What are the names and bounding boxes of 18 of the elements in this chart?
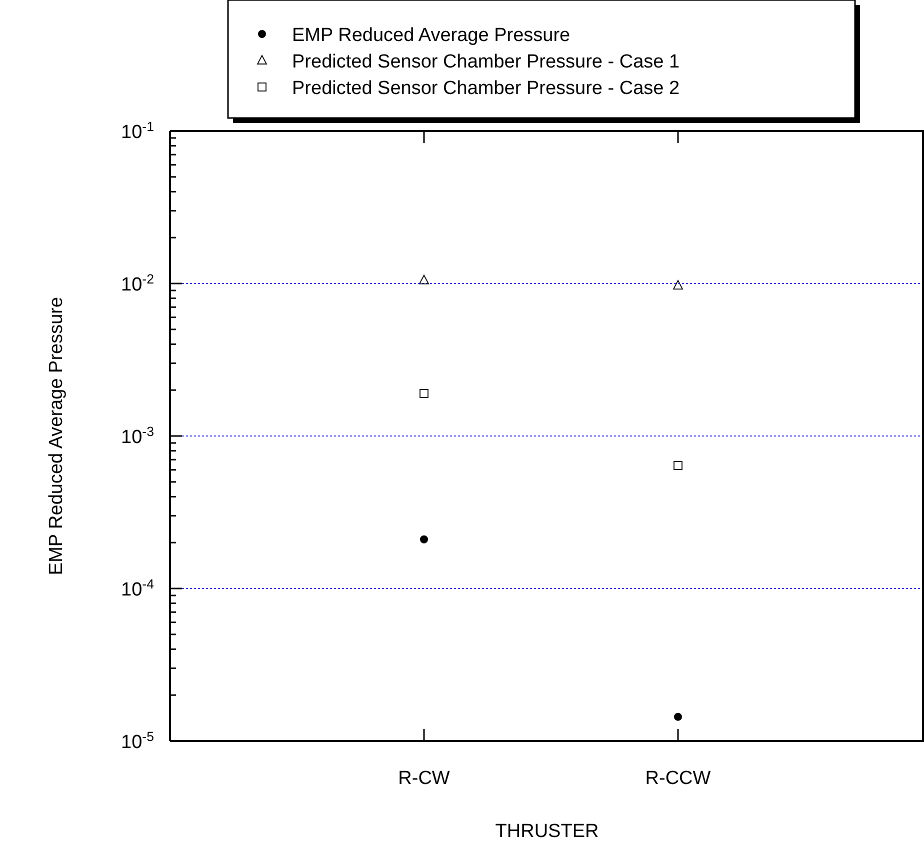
point (420, 389, 428, 398)
point (420, 535, 428, 544)
legend-label: Predicted Sensor Chamber Pressure - Case 1 (292, 52, 680, 72)
legend-label: EMP Reduced Average Pressure (292, 25, 570, 46)
y-tick-label: 10$^{-3}$ (121, 424, 154, 448)
y-tick-label: 10$^{-4}$ (121, 576, 154, 600)
x-axis-title: THRUSTER (495, 821, 599, 842)
x-tick-label: R-CW (398, 768, 450, 789)
y-tick-label: 10$^{-1}$ (121, 118, 154, 143)
x-tick-label: R-CCW (645, 768, 711, 789)
y-tick-label: 10$^{-2}$ (121, 271, 154, 296)
legend-label: Predicted Sensor Chamber Pressure - Case 2 (292, 78, 680, 99)
point (674, 461, 682, 470)
point (674, 712, 682, 721)
point (419, 274, 429, 284)
y-tick-label: 10$^{-5}$ (121, 728, 154, 753)
point (673, 280, 683, 290)
y-axis-title: EMP Reduced Average Pressure (46, 296, 67, 576)
